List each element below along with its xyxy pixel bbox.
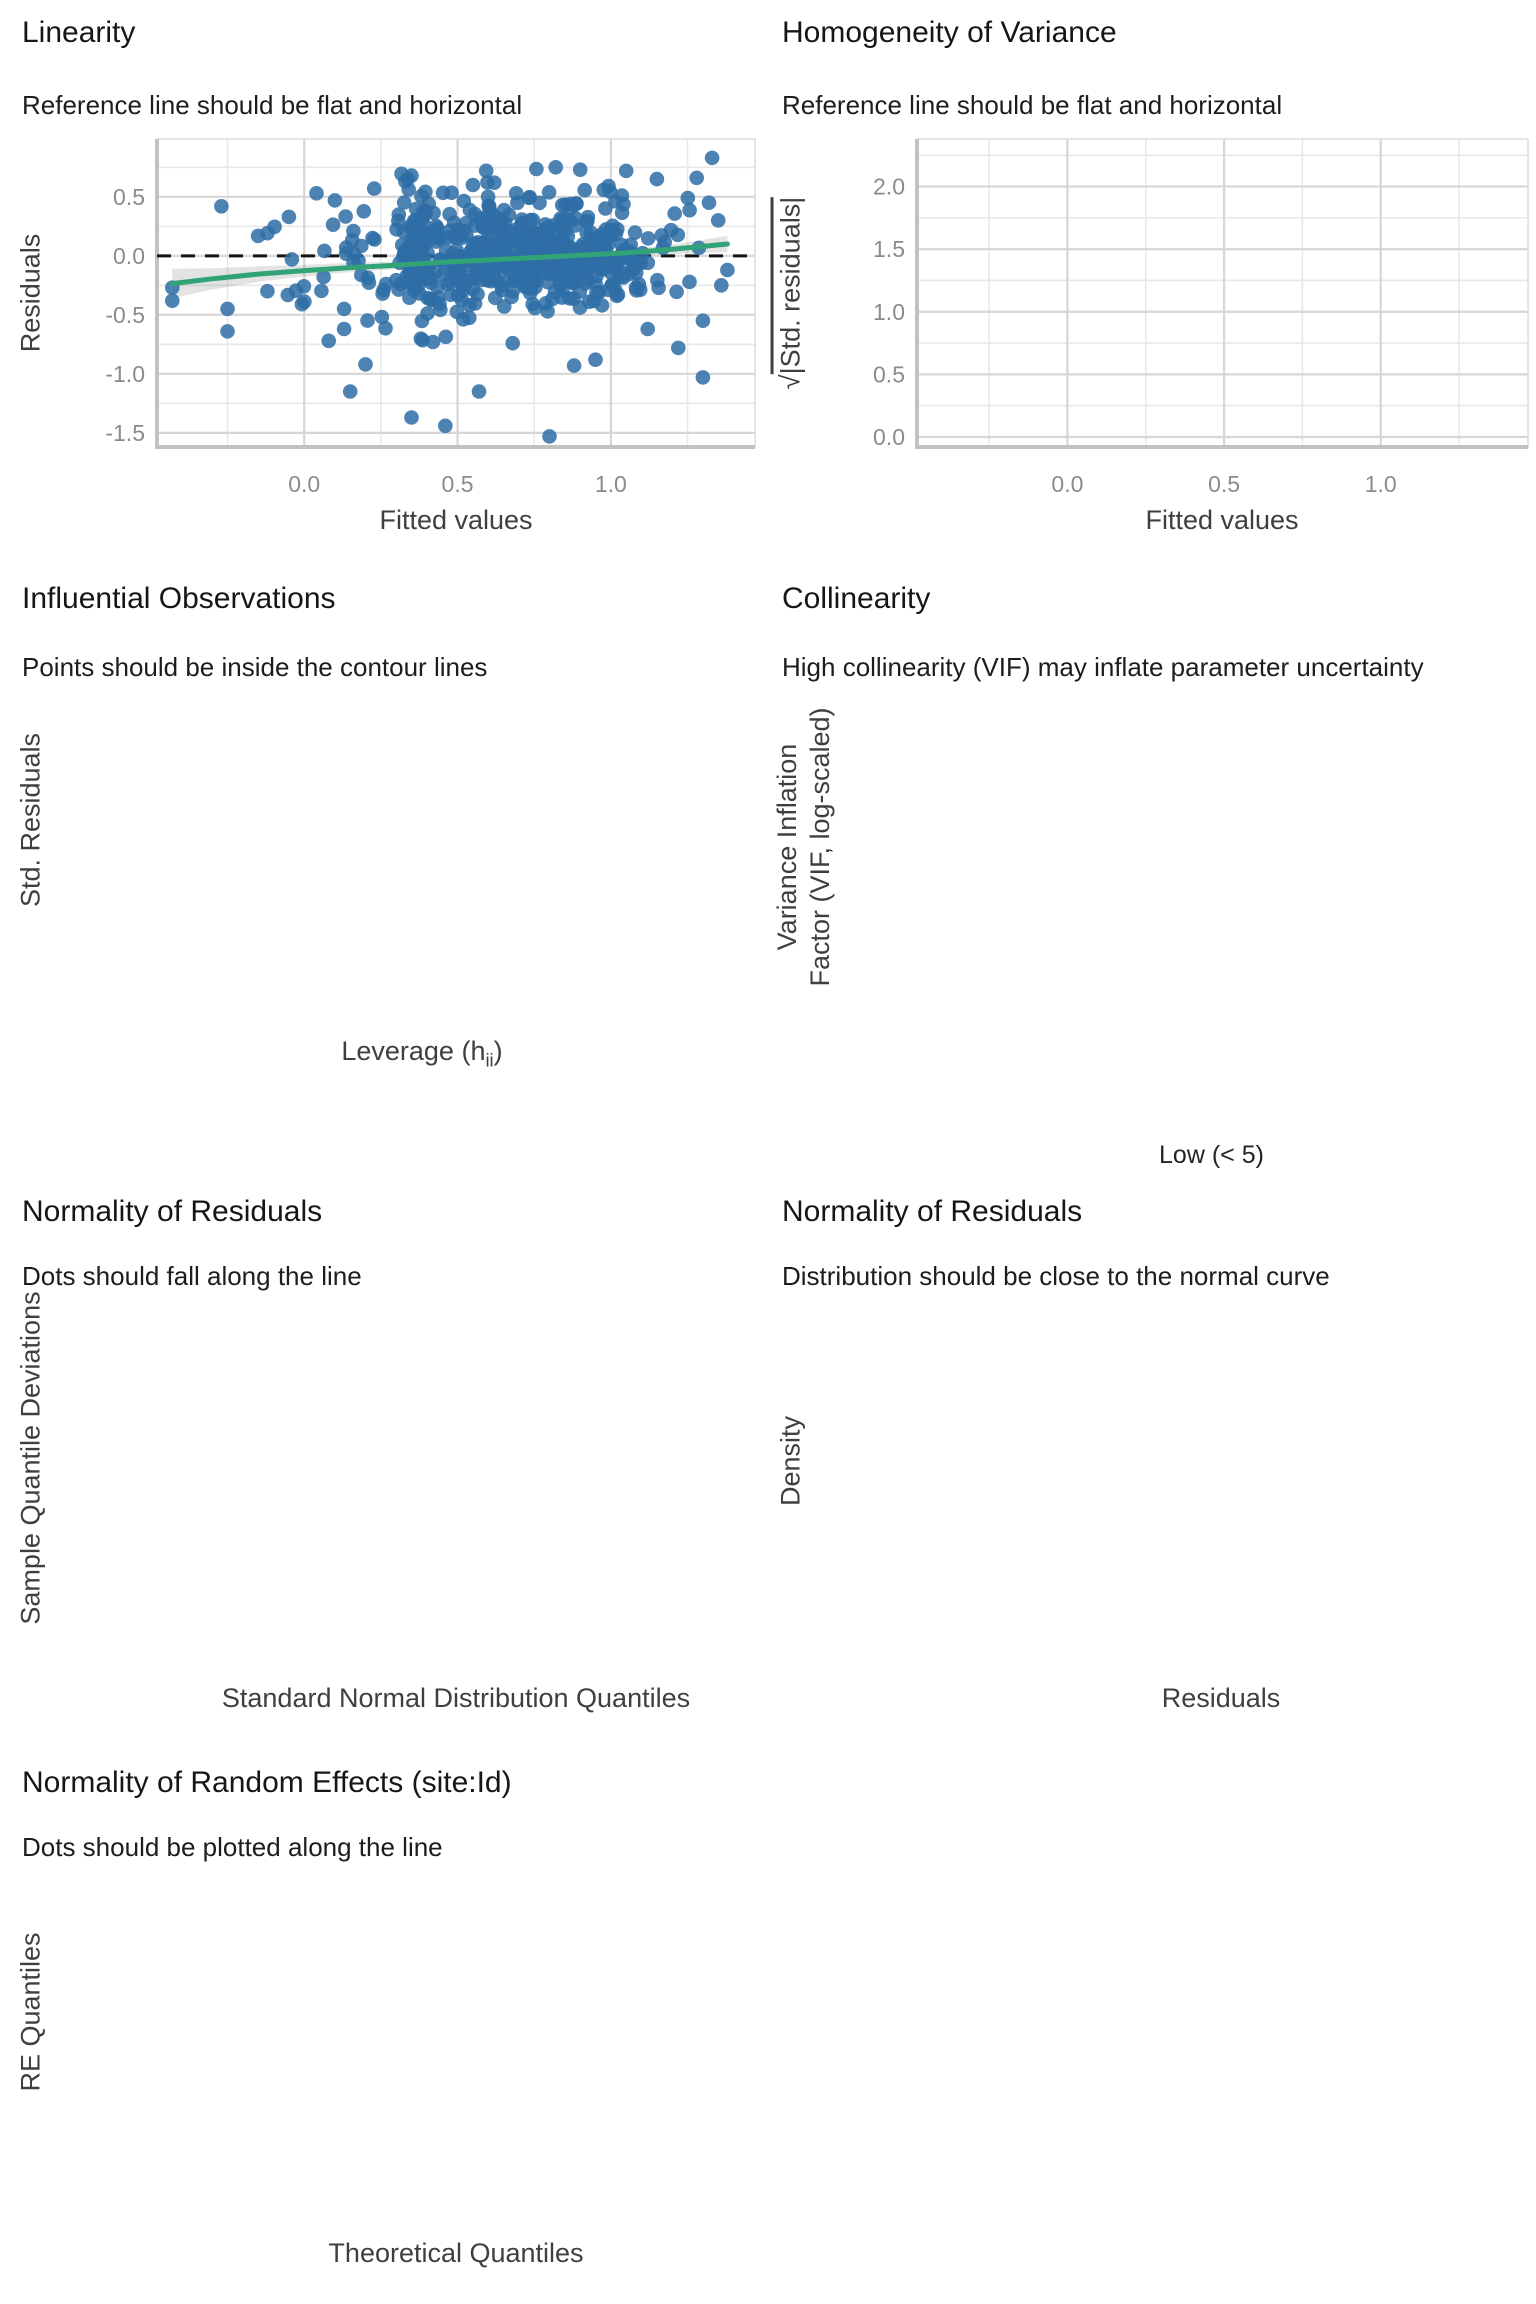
panel-normality-random-effects: Normality of Random Effects (site:Id) Do… — [0, 1760, 770, 2304]
panel-title: Linearity — [22, 16, 136, 49]
panel-subtitle: High collinearity (VIF) may inflate para… — [782, 652, 1424, 682]
panel-title: Collinearity — [782, 582, 931, 615]
panel-title: Homogeneity of Variance — [782, 16, 1117, 49]
panel-influential-observations: Influential Observations Points should b… — [0, 560, 760, 1140]
x-axis-title: Fitted values — [1145, 505, 1299, 535]
svg-text:-1.0: -1.0 — [105, 361, 145, 387]
re-qq-plot — [0, 1760, 770, 2304]
panel-subtitle: Distribution should be close to the norm… — [782, 1261, 1330, 1291]
panel-subtitle: Points should be inside the contour line… — [22, 652, 488, 682]
svg-text:0.5: 0.5 — [1208, 471, 1240, 497]
svg-text:1.5: 1.5 — [873, 236, 905, 262]
svg-text:1.0: 1.0 — [595, 471, 627, 497]
svg-text:0.5: 0.5 — [873, 361, 905, 387]
density-plot — [760, 1185, 1536, 1760]
linearity-plot: 0.0 0.5 1.0 0.5 0.0 -0.5 -1.0 -1.5 — [105, 138, 756, 497]
collinearity-plot — [760, 560, 1536, 1200]
x-axis-title: Fitted values — [379, 505, 533, 535]
panel-title: Influential Observations — [22, 582, 336, 615]
panel-title: Normality of Residuals — [22, 1195, 323, 1228]
panel-homogeneity: Homogeneity of Variance Reference line s… — [760, 0, 1536, 560]
svg-text:0.0: 0.0 — [113, 243, 145, 269]
panel-collinearity: Collinearity High collinearity (VIF) may… — [760, 560, 1536, 1200]
svg-text:1.0: 1.0 — [873, 299, 905, 325]
panel-subtitle: Dots should fall along the line — [22, 1261, 362, 1291]
legend-label: Low (< 5) — [1159, 1140, 1264, 1169]
panel-linearity: Linearity Reference line should be flat … — [0, 0, 760, 560]
x-axis-title: Theoretical Quantiles — [328, 2238, 584, 2268]
svg-text:-0.5: -0.5 — [105, 302, 145, 328]
svg-text:0.0: 0.0 — [1051, 471, 1083, 497]
svg-text:-1.5: -1.5 — [105, 420, 145, 446]
x-axis-title: Standard Normal Distribution Quantiles — [221, 1683, 691, 1713]
qq-deviation-plot — [0, 1185, 760, 1760]
x-axis-title: Leverage (hii) — [341, 1036, 503, 1071]
svg-text:0.0: 0.0 — [873, 424, 905, 450]
panel-subtitle: Dots should be plotted along the line — [22, 1832, 443, 1862]
pointrange-icon — [1119, 1132, 1143, 1178]
panel-title: Normality of Residuals — [782, 1195, 1083, 1228]
homogeneity-plot: 0.0 0.5 1.0 2.0 1.5 1.0 0.5 0.0 — [873, 138, 1529, 497]
panel-title: Normality of Random Effects (site:Id) — [22, 1766, 512, 1799]
svg-text:0.5: 0.5 — [113, 184, 145, 210]
panel-normality-qq: Normality of Residuals Dots should fall … — [0, 1185, 760, 1760]
svg-text:1.0: 1.0 — [1365, 471, 1397, 497]
svg-text:2.0: 2.0 — [873, 174, 905, 200]
panel-subtitle: Reference line should be flat and horizo… — [782, 90, 1283, 120]
vif-legend: Low (< 5) — [923, 1132, 1460, 1178]
svg-text:0.5: 0.5 — [442, 471, 474, 497]
svg-text:0.0: 0.0 — [288, 471, 320, 497]
x-axis-title: Residuals — [1161, 1683, 1281, 1713]
panel-subtitle: Reference line should be flat and horizo… — [22, 90, 523, 120]
panel-normality-density: Normality of Residuals Distribution shou… — [760, 1185, 1536, 1760]
